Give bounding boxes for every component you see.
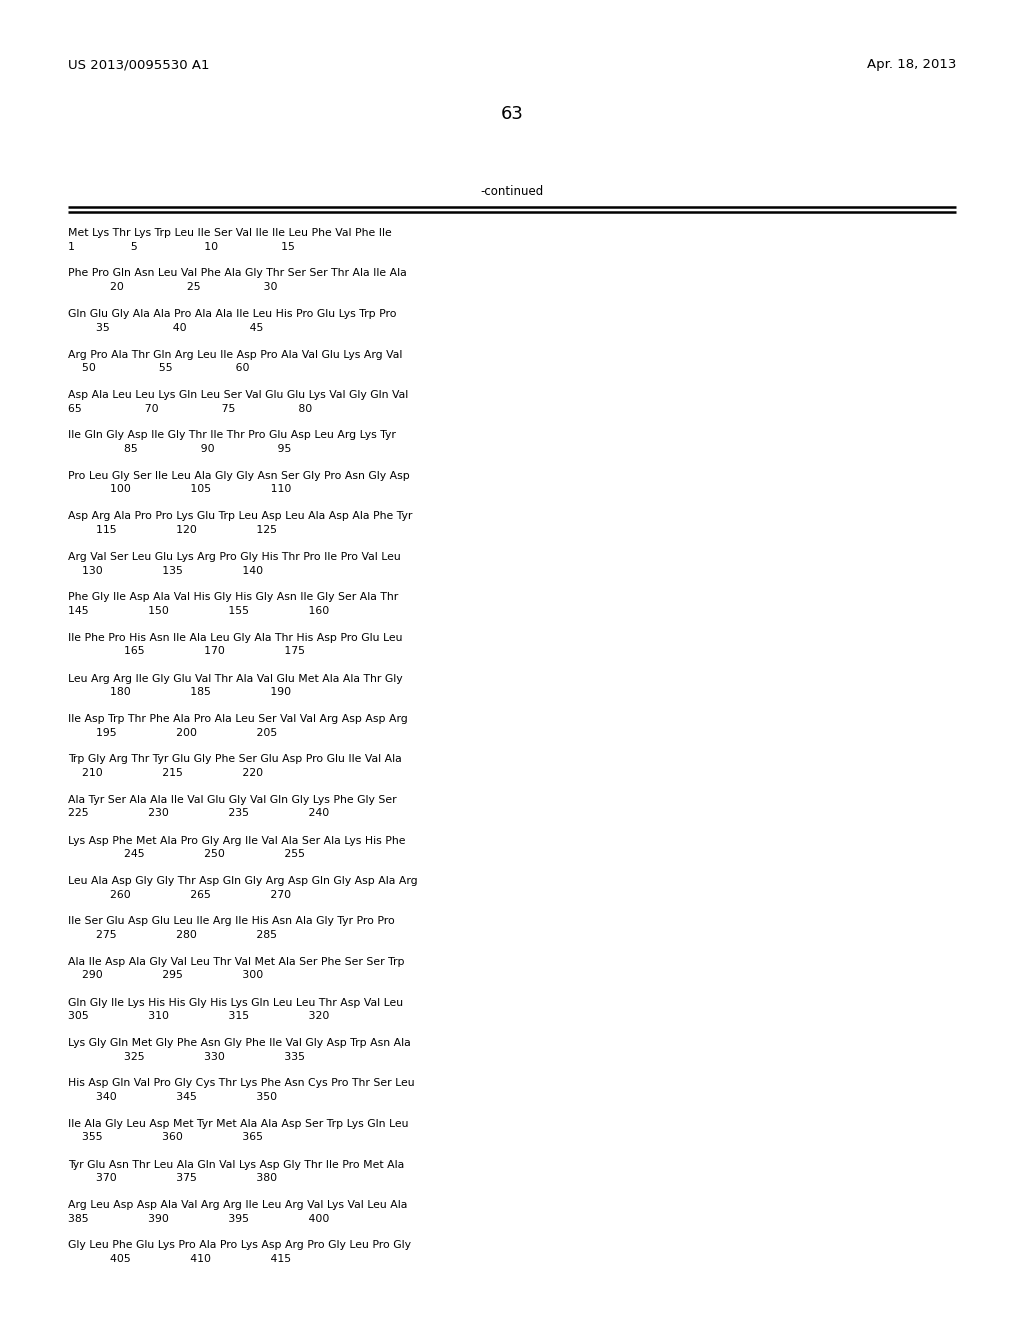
Text: 100                 105                 110: 100 105 110 [68,484,292,495]
Text: Ala Tyr Ser Ala Ala Ile Val Glu Gly Val Gln Gly Lys Phe Gly Ser: Ala Tyr Ser Ala Ala Ile Val Glu Gly Val … [68,795,396,805]
Text: Arg Pro Ala Thr Gln Arg Leu Ile Asp Pro Ala Val Glu Lys Arg Val: Arg Pro Ala Thr Gln Arg Leu Ile Asp Pro … [68,350,402,359]
Text: 210                 215                 220: 210 215 220 [68,768,263,777]
Text: 195                 200                 205: 195 200 205 [68,727,278,738]
Text: Arg Val Ser Leu Glu Lys Arg Pro Gly His Thr Pro Ile Pro Val Leu: Arg Val Ser Leu Glu Lys Arg Pro Gly His … [68,552,400,562]
Text: 65                  70                  75                  80: 65 70 75 80 [68,404,312,413]
Text: 290                 295                 300: 290 295 300 [68,970,263,981]
Text: Lys Gly Gln Met Gly Phe Asn Gly Phe Ile Val Gly Asp Trp Asn Ala: Lys Gly Gln Met Gly Phe Asn Gly Phe Ile … [68,1038,411,1048]
Text: Gln Glu Gly Ala Ala Pro Ala Ala Ile Leu His Pro Glu Lys Trp Pro: Gln Glu Gly Ala Ala Pro Ala Ala Ile Leu … [68,309,396,319]
Text: 325                 330                 335: 325 330 335 [68,1052,305,1061]
Text: Leu Arg Arg Ile Gly Glu Val Thr Ala Val Glu Met Ala Ala Thr Gly: Leu Arg Arg Ile Gly Glu Val Thr Ala Val … [68,673,402,684]
Text: 245                 250                 255: 245 250 255 [68,849,305,859]
Text: Tyr Glu Asn Thr Leu Ala Gln Val Lys Asp Gly Thr Ile Pro Met Ala: Tyr Glu Asn Thr Leu Ala Gln Val Lys Asp … [68,1159,404,1170]
Text: Pro Leu Gly Ser Ile Leu Ala Gly Gly Asn Ser Gly Pro Asn Gly Asp: Pro Leu Gly Ser Ile Leu Ala Gly Gly Asn … [68,471,410,480]
Text: 385                 390                 395                 400: 385 390 395 400 [68,1213,330,1224]
Text: 145                 150                 155                 160: 145 150 155 160 [68,606,330,616]
Text: 115                 120                 125: 115 120 125 [68,525,278,535]
Text: Gln Gly Ile Lys His His Gly His Lys Gln Leu Leu Thr Asp Val Leu: Gln Gly Ile Lys His His Gly His Lys Gln … [68,998,403,1007]
Text: 305                 310                 315                 320: 305 310 315 320 [68,1011,330,1020]
Text: Met Lys Thr Lys Trp Leu Ile Ser Val Ile Ile Leu Phe Val Phe Ile: Met Lys Thr Lys Trp Leu Ile Ser Val Ile … [68,228,392,238]
Text: US 2013/0095530 A1: US 2013/0095530 A1 [68,58,210,71]
Text: 355                 360                 365: 355 360 365 [68,1133,263,1143]
Text: 405                 410                 415: 405 410 415 [68,1254,291,1265]
Text: 165                 170                 175: 165 170 175 [68,647,305,656]
Text: Ile Ala Gly Leu Asp Met Tyr Met Ala Ala Asp Ser Trp Lys Gln Leu: Ile Ala Gly Leu Asp Met Tyr Met Ala Ala … [68,1119,409,1129]
Text: Phe Pro Gln Asn Leu Val Phe Ala Gly Thr Ser Ser Thr Ala Ile Ala: Phe Pro Gln Asn Leu Val Phe Ala Gly Thr … [68,268,407,279]
Text: Arg Leu Asp Asp Ala Val Arg Arg Ile Leu Arg Val Lys Val Leu Ala: Arg Leu Asp Asp Ala Val Arg Arg Ile Leu … [68,1200,408,1210]
Text: Ile Phe Pro His Asn Ile Ala Leu Gly Ala Thr His Asp Pro Glu Leu: Ile Phe Pro His Asn Ile Ala Leu Gly Ala … [68,634,402,643]
Text: -continued: -continued [480,185,544,198]
Text: Ala Ile Asp Ala Gly Val Leu Thr Val Met Ala Ser Phe Ser Ser Trp: Ala Ile Asp Ala Gly Val Leu Thr Val Met … [68,957,404,968]
Text: Ile Gln Gly Asp Ile Gly Thr Ile Thr Pro Glu Asp Leu Arg Lys Tyr: Ile Gln Gly Asp Ile Gly Thr Ile Thr Pro … [68,430,396,441]
Text: Leu Ala Asp Gly Gly Thr Asp Gln Gly Arg Asp Gln Gly Asp Ala Arg: Leu Ala Asp Gly Gly Thr Asp Gln Gly Arg … [68,876,418,886]
Text: Phe Gly Ile Asp Ala Val His Gly His Gly Asn Ile Gly Ser Ala Thr: Phe Gly Ile Asp Ala Val His Gly His Gly … [68,593,398,602]
Text: 260                 265                 270: 260 265 270 [68,890,291,899]
Text: 370                 375                 380: 370 375 380 [68,1173,278,1183]
Text: Ile Ser Glu Asp Glu Leu Ile Arg Ile His Asn Ala Gly Tyr Pro Pro: Ile Ser Glu Asp Glu Leu Ile Arg Ile His … [68,916,394,927]
Text: Asp Arg Ala Pro Pro Lys Glu Trp Leu Asp Leu Ala Asp Ala Phe Tyr: Asp Arg Ala Pro Pro Lys Glu Trp Leu Asp … [68,511,413,521]
Text: 180                 185                 190: 180 185 190 [68,686,291,697]
Text: 1                5                   10                  15: 1 5 10 15 [68,242,295,252]
Text: 50                  55                  60: 50 55 60 [68,363,250,374]
Text: 130                 135                 140: 130 135 140 [68,565,263,576]
Text: Ile Asp Trp Thr Phe Ala Pro Ala Leu Ser Val Val Arg Asp Asp Arg: Ile Asp Trp Thr Phe Ala Pro Ala Leu Ser … [68,714,408,723]
Text: 275                 280                 285: 275 280 285 [68,931,278,940]
Text: Asp Ala Leu Leu Lys Gln Leu Ser Val Glu Glu Lys Val Gly Gln Val: Asp Ala Leu Leu Lys Gln Leu Ser Val Glu … [68,389,409,400]
Text: 225                 230                 235                 240: 225 230 235 240 [68,808,330,818]
Text: Gly Leu Phe Glu Lys Pro Ala Pro Lys Asp Arg Pro Gly Leu Pro Gly: Gly Leu Phe Glu Lys Pro Ala Pro Lys Asp … [68,1241,411,1250]
Text: 35                  40                  45: 35 40 45 [68,322,263,333]
Text: Apr. 18, 2013: Apr. 18, 2013 [866,58,956,71]
Text: 85                  90                  95: 85 90 95 [68,444,292,454]
Text: 20                  25                  30: 20 25 30 [68,282,278,292]
Text: 63: 63 [501,106,523,123]
Text: 340                 345                 350: 340 345 350 [68,1092,278,1102]
Text: Lys Asp Phe Met Ala Pro Gly Arg Ile Val Ala Ser Ala Lys His Phe: Lys Asp Phe Met Ala Pro Gly Arg Ile Val … [68,836,406,846]
Text: Trp Gly Arg Thr Tyr Glu Gly Phe Ser Glu Asp Pro Glu Ile Val Ala: Trp Gly Arg Thr Tyr Glu Gly Phe Ser Glu … [68,755,401,764]
Text: His Asp Gln Val Pro Gly Cys Thr Lys Phe Asn Cys Pro Thr Ser Leu: His Asp Gln Val Pro Gly Cys Thr Lys Phe … [68,1078,415,1089]
